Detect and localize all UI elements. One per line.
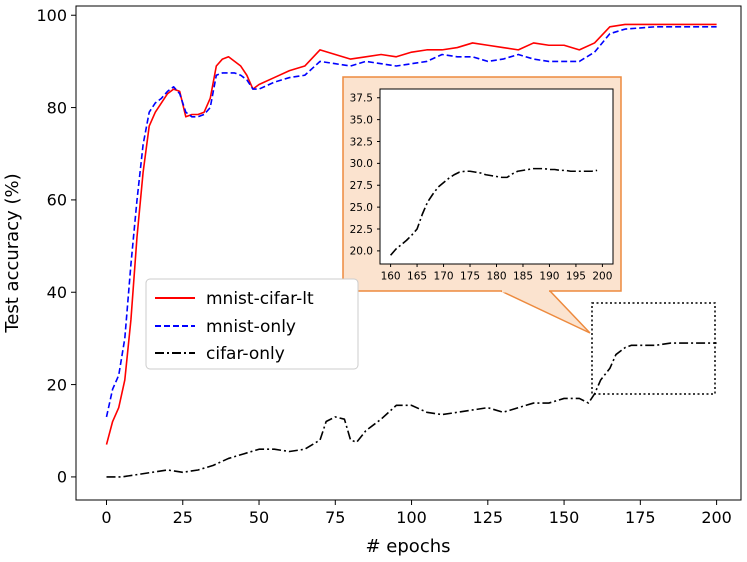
inset-y-tick-label: 35.0 (350, 114, 373, 126)
inset-y-tick-label: 37.5 (350, 93, 373, 105)
main-x-tick-label: 75 (325, 508, 345, 527)
y-axis-label: Test accuracy (%) (2, 173, 23, 333)
inset-x-tick-label: 180 (486, 271, 506, 283)
legend-label-mnist-cifar-lt: mnist-cifar-lt (206, 289, 314, 309)
inset-x-tick-label: 175 (460, 271, 480, 283)
main-axis-ticks: 0 25 50 75 100 125 150 175 200 0 20 40 60 80 100 (36, 6, 731, 527)
zoom-region-box (591, 302, 716, 395)
main-x-tick-label: 50 (249, 508, 269, 527)
main-plot-frame (75, 5, 742, 501)
inset-x-tick-label: 195 (566, 271, 586, 283)
inset-plot: 160 165 170 175 180 185 190 195 200 20.0 22.5 25.0 2… (342, 76, 622, 293)
inset-x-tick-label: 185 (513, 271, 533, 283)
inset-axis-ticks: 160 165 170 175 180 185 190 195 200 20.0 22.5 25.0 2… (350, 93, 613, 283)
main-y-tick-label: 20 (47, 375, 67, 394)
main-x-tick-label: 150 (549, 508, 580, 527)
main-series-mnist-only-line (105, 25, 717, 418)
inset-series-0-line (389, 167, 598, 256)
inset-x-tick-label: 200 (592, 271, 612, 283)
zoom-callout-pointer (500, 290, 591, 334)
inset-x-tick-label: 165 (407, 271, 427, 283)
main-series-mnist-cifar-lt-line (105, 23, 717, 445)
inset-x-tick-label: 170 (434, 271, 454, 283)
inset-series-layer (389, 167, 598, 256)
main-y-tick-label: 40 (47, 283, 67, 302)
legend: mnist-cifar-lt mnist-only cifar-only (145, 278, 359, 370)
main-x-tick-label: 100 (396, 508, 427, 527)
inset-y-tick-label: 22.5 (350, 224, 373, 236)
inset-x-tick-label: 160 (381, 271, 401, 283)
main-y-tick-label: 0 (57, 468, 67, 487)
main-plot: 0 25 50 75 100 125 150 175 200 0 20 40 60 80 100 # epo… (2, 5, 742, 557)
x-axis-label: # epochs (366, 536, 451, 557)
main-series-layer (105, 23, 717, 478)
inset-y-tick-label: 30.0 (350, 158, 373, 170)
main-y-tick-label: 80 (47, 98, 67, 117)
inset-y-tick-label: 25.0 (350, 202, 373, 214)
main-x-tick-label: 200 (701, 508, 732, 527)
inset-y-tick-label: 20.0 (350, 246, 373, 258)
main-x-tick-label: 175 (625, 508, 656, 527)
inset-x-tick-label: 190 (539, 271, 559, 283)
inset-y-tick-label: 27.5 (350, 180, 373, 192)
legend-label-mnist-only: mnist-only (206, 317, 296, 337)
legend-label-cifar-only: cifar-only (206, 344, 285, 364)
main-series-cifar-only-line (106, 342, 717, 478)
main-y-tick-label: 60 (47, 191, 67, 210)
main-x-tick-label: 125 (473, 508, 504, 527)
legend-box (145, 278, 359, 370)
main-x-tick-label: 25 (173, 508, 193, 527)
main-x-tick-label: 0 (101, 508, 111, 527)
main-y-tick-label: 100 (36, 6, 67, 25)
inset-y-tick-label: 32.5 (350, 136, 373, 148)
